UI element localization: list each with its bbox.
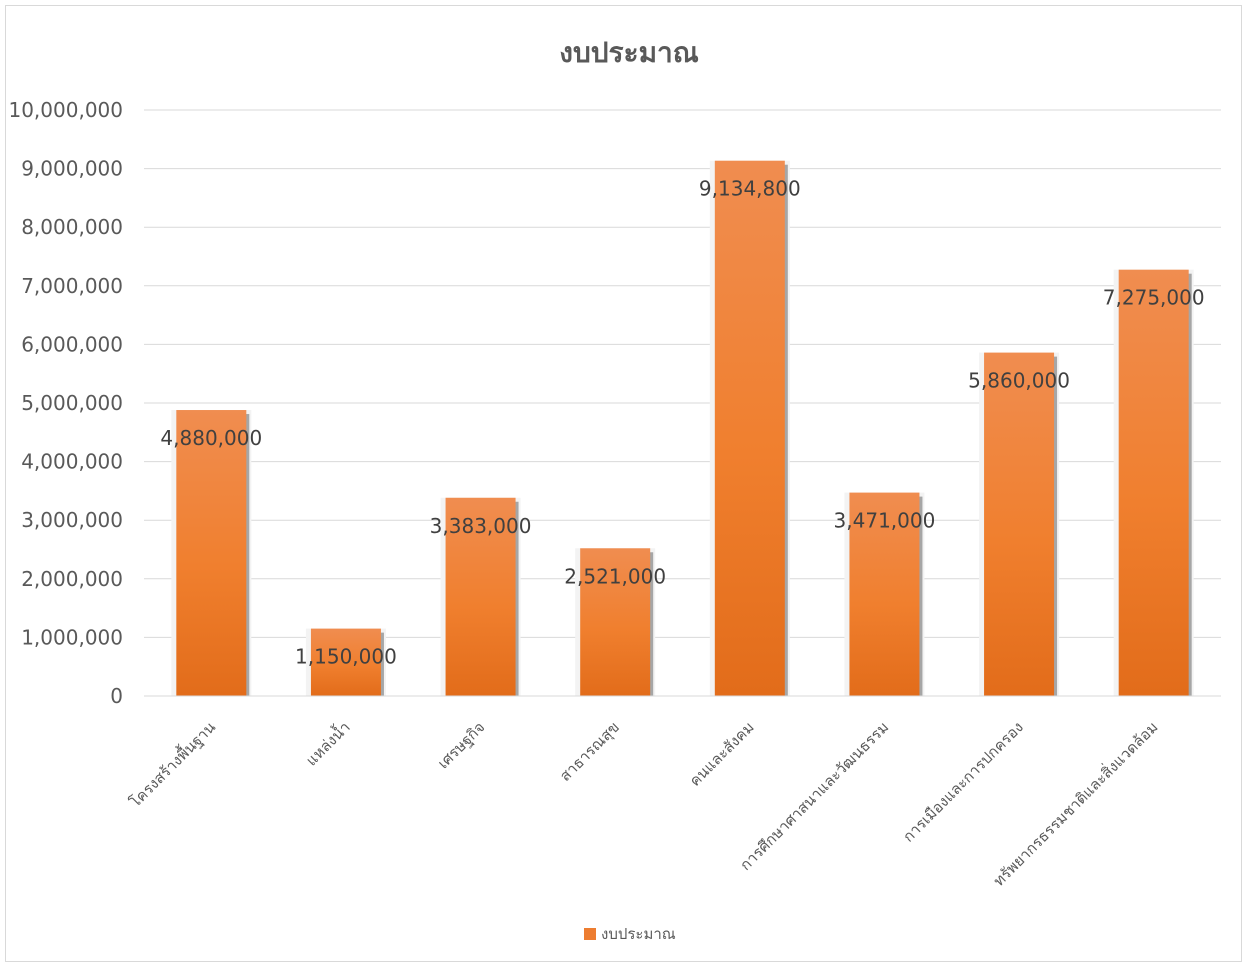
y-tick-label: 6,000,000	[21, 332, 123, 356]
gridlines	[144, 109, 1221, 697]
data-label: 3,471,000	[834, 509, 936, 533]
chart-frame: งบประมาณ 0 1,000,000 2,000,000 3,000,000 4,0…	[5, 5, 1242, 962]
y-tick-label: 3,000,000	[21, 508, 123, 532]
y-tick-label: 1,000,000	[21, 625, 123, 649]
y-tick-label: 7,000,000	[21, 274, 123, 298]
data-label: 4,880,000	[160, 426, 262, 450]
bar	[714, 160, 785, 697]
data-label: 3,383,000	[430, 514, 532, 538]
chart-title: งบประมาณ	[559, 36, 698, 69]
x-tick-label: เศรษฐกิจ	[434, 718, 488, 772]
x-tick-label: การเมืองและการปกครอง	[899, 718, 1027, 846]
bar	[984, 352, 1055, 696]
y-tick-label: 5,000,000	[21, 391, 123, 415]
x-axis: โครงสร้างพื้นฐาน แหล่งน้ำ เศรษฐกิจ สาธารณสุ…	[125, 695, 1221, 890]
x-tick-label: สาธารณสุข	[556, 718, 624, 786]
y-tick-label: 4,000,000	[21, 450, 123, 474]
legend-label: งบประมาณ	[601, 925, 676, 943]
y-tick-label: 2,000,000	[21, 567, 123, 591]
y-tick-label: 10,000,000	[8, 98, 123, 122]
data-label: 5,860,000	[968, 369, 1070, 393]
bar	[580, 548, 651, 696]
legend: งบประมาณ	[584, 925, 676, 943]
data-label: 9,134,800	[699, 177, 801, 201]
y-tick-label: 9,000,000	[21, 157, 123, 181]
bar-chart: งบประมาณ 0 1,000,000 2,000,000 3,000,000 4,0…	[8, 36, 1221, 943]
bar	[849, 492, 920, 696]
y-axis: 0 1,000,000 2,000,000 3,000,000 4,000,000 5,0…	[8, 98, 123, 708]
bar	[1118, 269, 1189, 696]
y-tick-label: 8,000,000	[21, 215, 123, 239]
y-tick-label: 0	[110, 684, 123, 708]
data-label: 1,150,000	[295, 645, 397, 669]
bar	[176, 410, 247, 696]
legend-swatch	[584, 928, 596, 940]
data-label: 7,275,000	[1103, 286, 1205, 310]
data-label: 2,521,000	[564, 564, 666, 588]
bar	[445, 497, 516, 696]
x-tick-label: การศึกษาศาสนาและวัฒนธรรม	[736, 718, 892, 874]
x-tick-label: แหล่งน้ำ	[301, 717, 354, 770]
data-labels: 4,880,000 1,150,000 3,383,000 2,521,000 9,13…	[160, 177, 1204, 669]
bar-series	[171, 160, 1194, 697]
x-tick-label: คนและสังคม	[686, 718, 758, 790]
x-tick-label: โครงสร้างพื้นฐาน	[125, 717, 219, 811]
bar	[310, 628, 381, 696]
